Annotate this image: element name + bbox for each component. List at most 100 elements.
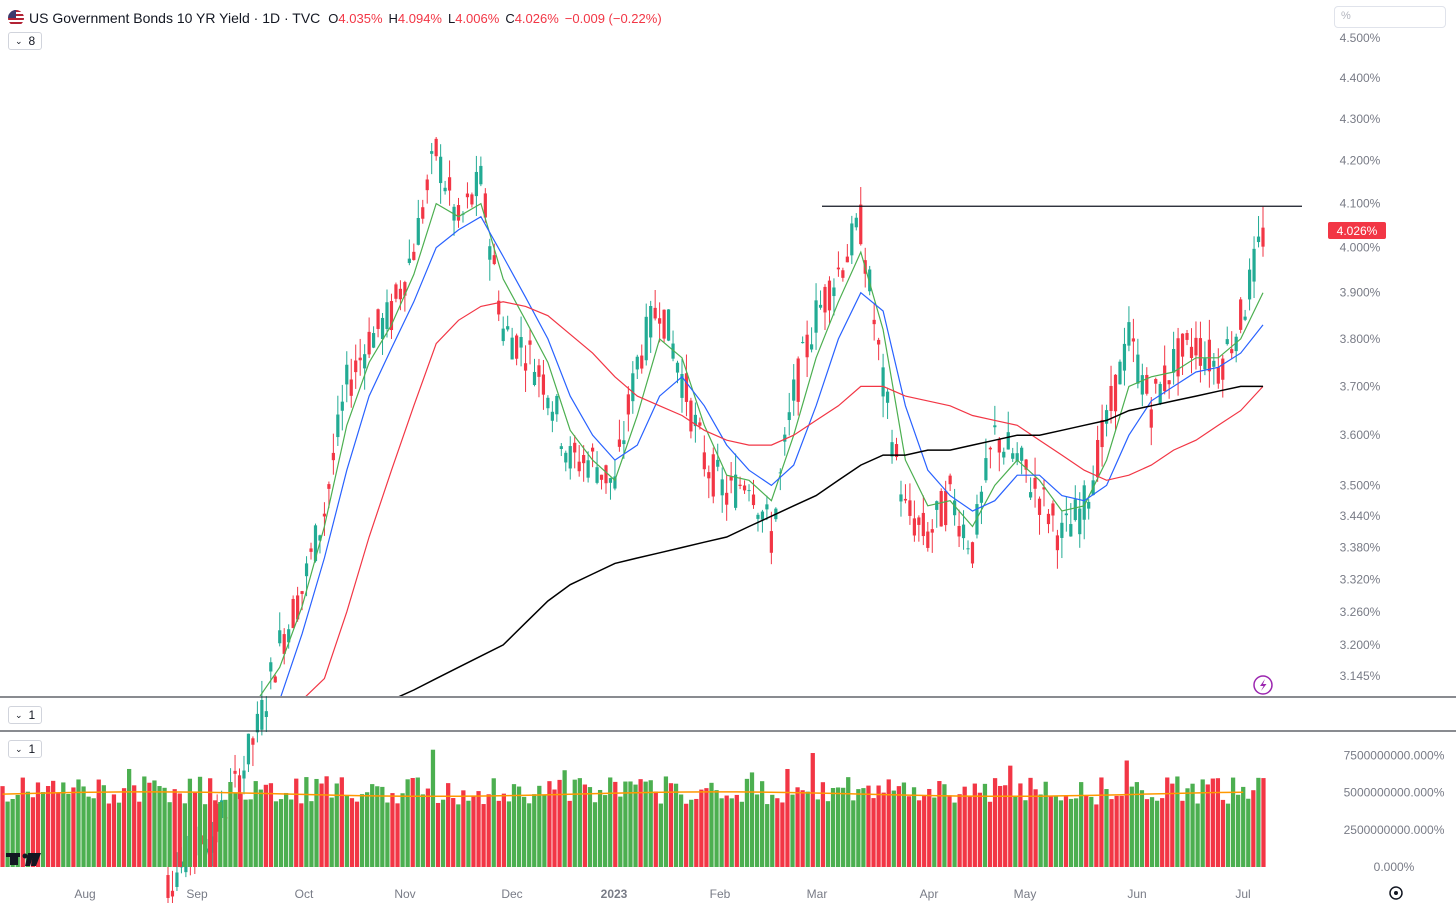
candle [577, 445, 581, 477]
candle [1131, 318, 1135, 363]
time-axis-label: Apr [920, 887, 939, 901]
volume-bar [233, 793, 238, 867]
volume-bar [1134, 782, 1139, 867]
symbol-title[interactable]: US Government Bonds 10 YR Yield · 1D · T… [29, 10, 321, 26]
volume-bar [896, 786, 901, 867]
candle [894, 437, 899, 461]
volume-bar [866, 785, 871, 867]
candle [425, 174, 429, 204]
volume-bar [876, 785, 881, 867]
candle [376, 308, 380, 338]
volume-bar [309, 801, 314, 867]
lightning-icon[interactable] [1253, 675, 1273, 695]
scale-mode-box[interactable]: % [1334, 6, 1446, 28]
candle [1087, 498, 1091, 520]
volume-bar [957, 794, 962, 867]
time-axis-label: Sep [186, 887, 208, 901]
candle [282, 628, 286, 665]
candle [371, 326, 376, 349]
tradingview-logo-icon[interactable] [6, 853, 41, 866]
volume-bar [1200, 779, 1205, 867]
pane-2-toggle[interactable]: ⌄ 1 [8, 740, 43, 758]
candle [488, 238, 492, 281]
volume-axis-label: 5000000000.000% [1344, 786, 1445, 800]
candle [939, 488, 943, 527]
candle [273, 674, 277, 683]
volume-bar [977, 792, 983, 867]
volume-bar [152, 780, 157, 867]
volume-bar [76, 779, 81, 867]
volume-bar [962, 786, 967, 867]
time-axis-label: 2023 [601, 887, 628, 901]
candle [680, 358, 684, 413]
volume-bar [1170, 783, 1175, 867]
candle [1060, 510, 1064, 559]
candle [957, 509, 961, 548]
volume-bar [760, 781, 765, 867]
candle [242, 755, 246, 795]
candle [1042, 479, 1046, 507]
volume-bar [1063, 795, 1069, 867]
volume-bar [1160, 798, 1165, 867]
candle [555, 394, 559, 422]
pane-2-count: 1 [28, 742, 36, 756]
volume-bar [223, 799, 228, 867]
volume-bar [942, 784, 947, 867]
candle [1172, 331, 1176, 385]
volume-bar [121, 788, 127, 867]
candle [331, 433, 335, 475]
volume-bar [451, 798, 456, 867]
volume-bar [830, 787, 836, 867]
volume-bar [435, 802, 441, 867]
volume-bar [248, 799, 253, 867]
volume-bar [486, 794, 491, 867]
candle [434, 137, 438, 161]
price-axis-label: 3.200% [1340, 638, 1381, 652]
volume-bar [906, 796, 912, 867]
candle [854, 213, 858, 231]
candle [541, 359, 546, 410]
indicators-toggle[interactable]: ⌄ 8 [8, 32, 43, 50]
volume-bar [1190, 783, 1195, 867]
candle [421, 199, 425, 224]
volume-bar [197, 776, 203, 867]
volume-bar [805, 791, 810, 867]
volume-bar [613, 781, 618, 867]
volume-bar [1008, 765, 1013, 867]
volume-bar [132, 785, 137, 867]
candle [1127, 306, 1131, 352]
candle [827, 276, 832, 324]
candle [1207, 319, 1211, 388]
volume-bar [208, 778, 213, 867]
price-axis-label: 4.000% [1340, 241, 1381, 255]
candle [1243, 309, 1247, 322]
candle [470, 192, 474, 208]
volume-bar [1246, 798, 1251, 867]
candle [340, 384, 344, 431]
volume-bar [673, 783, 679, 867]
volume-bar [1215, 778, 1221, 867]
volume-bar [101, 785, 106, 867]
candle [595, 451, 599, 485]
settings-gear-icon[interactable] [1389, 886, 1403, 900]
volume-bar [20, 777, 25, 867]
candle [1136, 338, 1140, 389]
volume-bar [1251, 790, 1256, 867]
candle [814, 283, 818, 350]
volume-bar [638, 779, 643, 867]
price-axis-label: 3.900% [1340, 286, 1381, 300]
volume-bar [628, 781, 633, 867]
price-axis-label: 3.260% [1340, 605, 1381, 619]
candle [519, 316, 523, 367]
volume-bar [527, 803, 532, 867]
volume-bar [157, 786, 162, 867]
candle [1100, 404, 1104, 467]
volume-bar [1048, 795, 1053, 867]
candle [1055, 529, 1060, 569]
pane-1-toggle[interactable]: ⌄ 1 [8, 706, 43, 724]
volume-bar [127, 768, 132, 867]
candle [412, 243, 416, 261]
candle [1078, 492, 1082, 548]
volume-bar [446, 783, 451, 867]
